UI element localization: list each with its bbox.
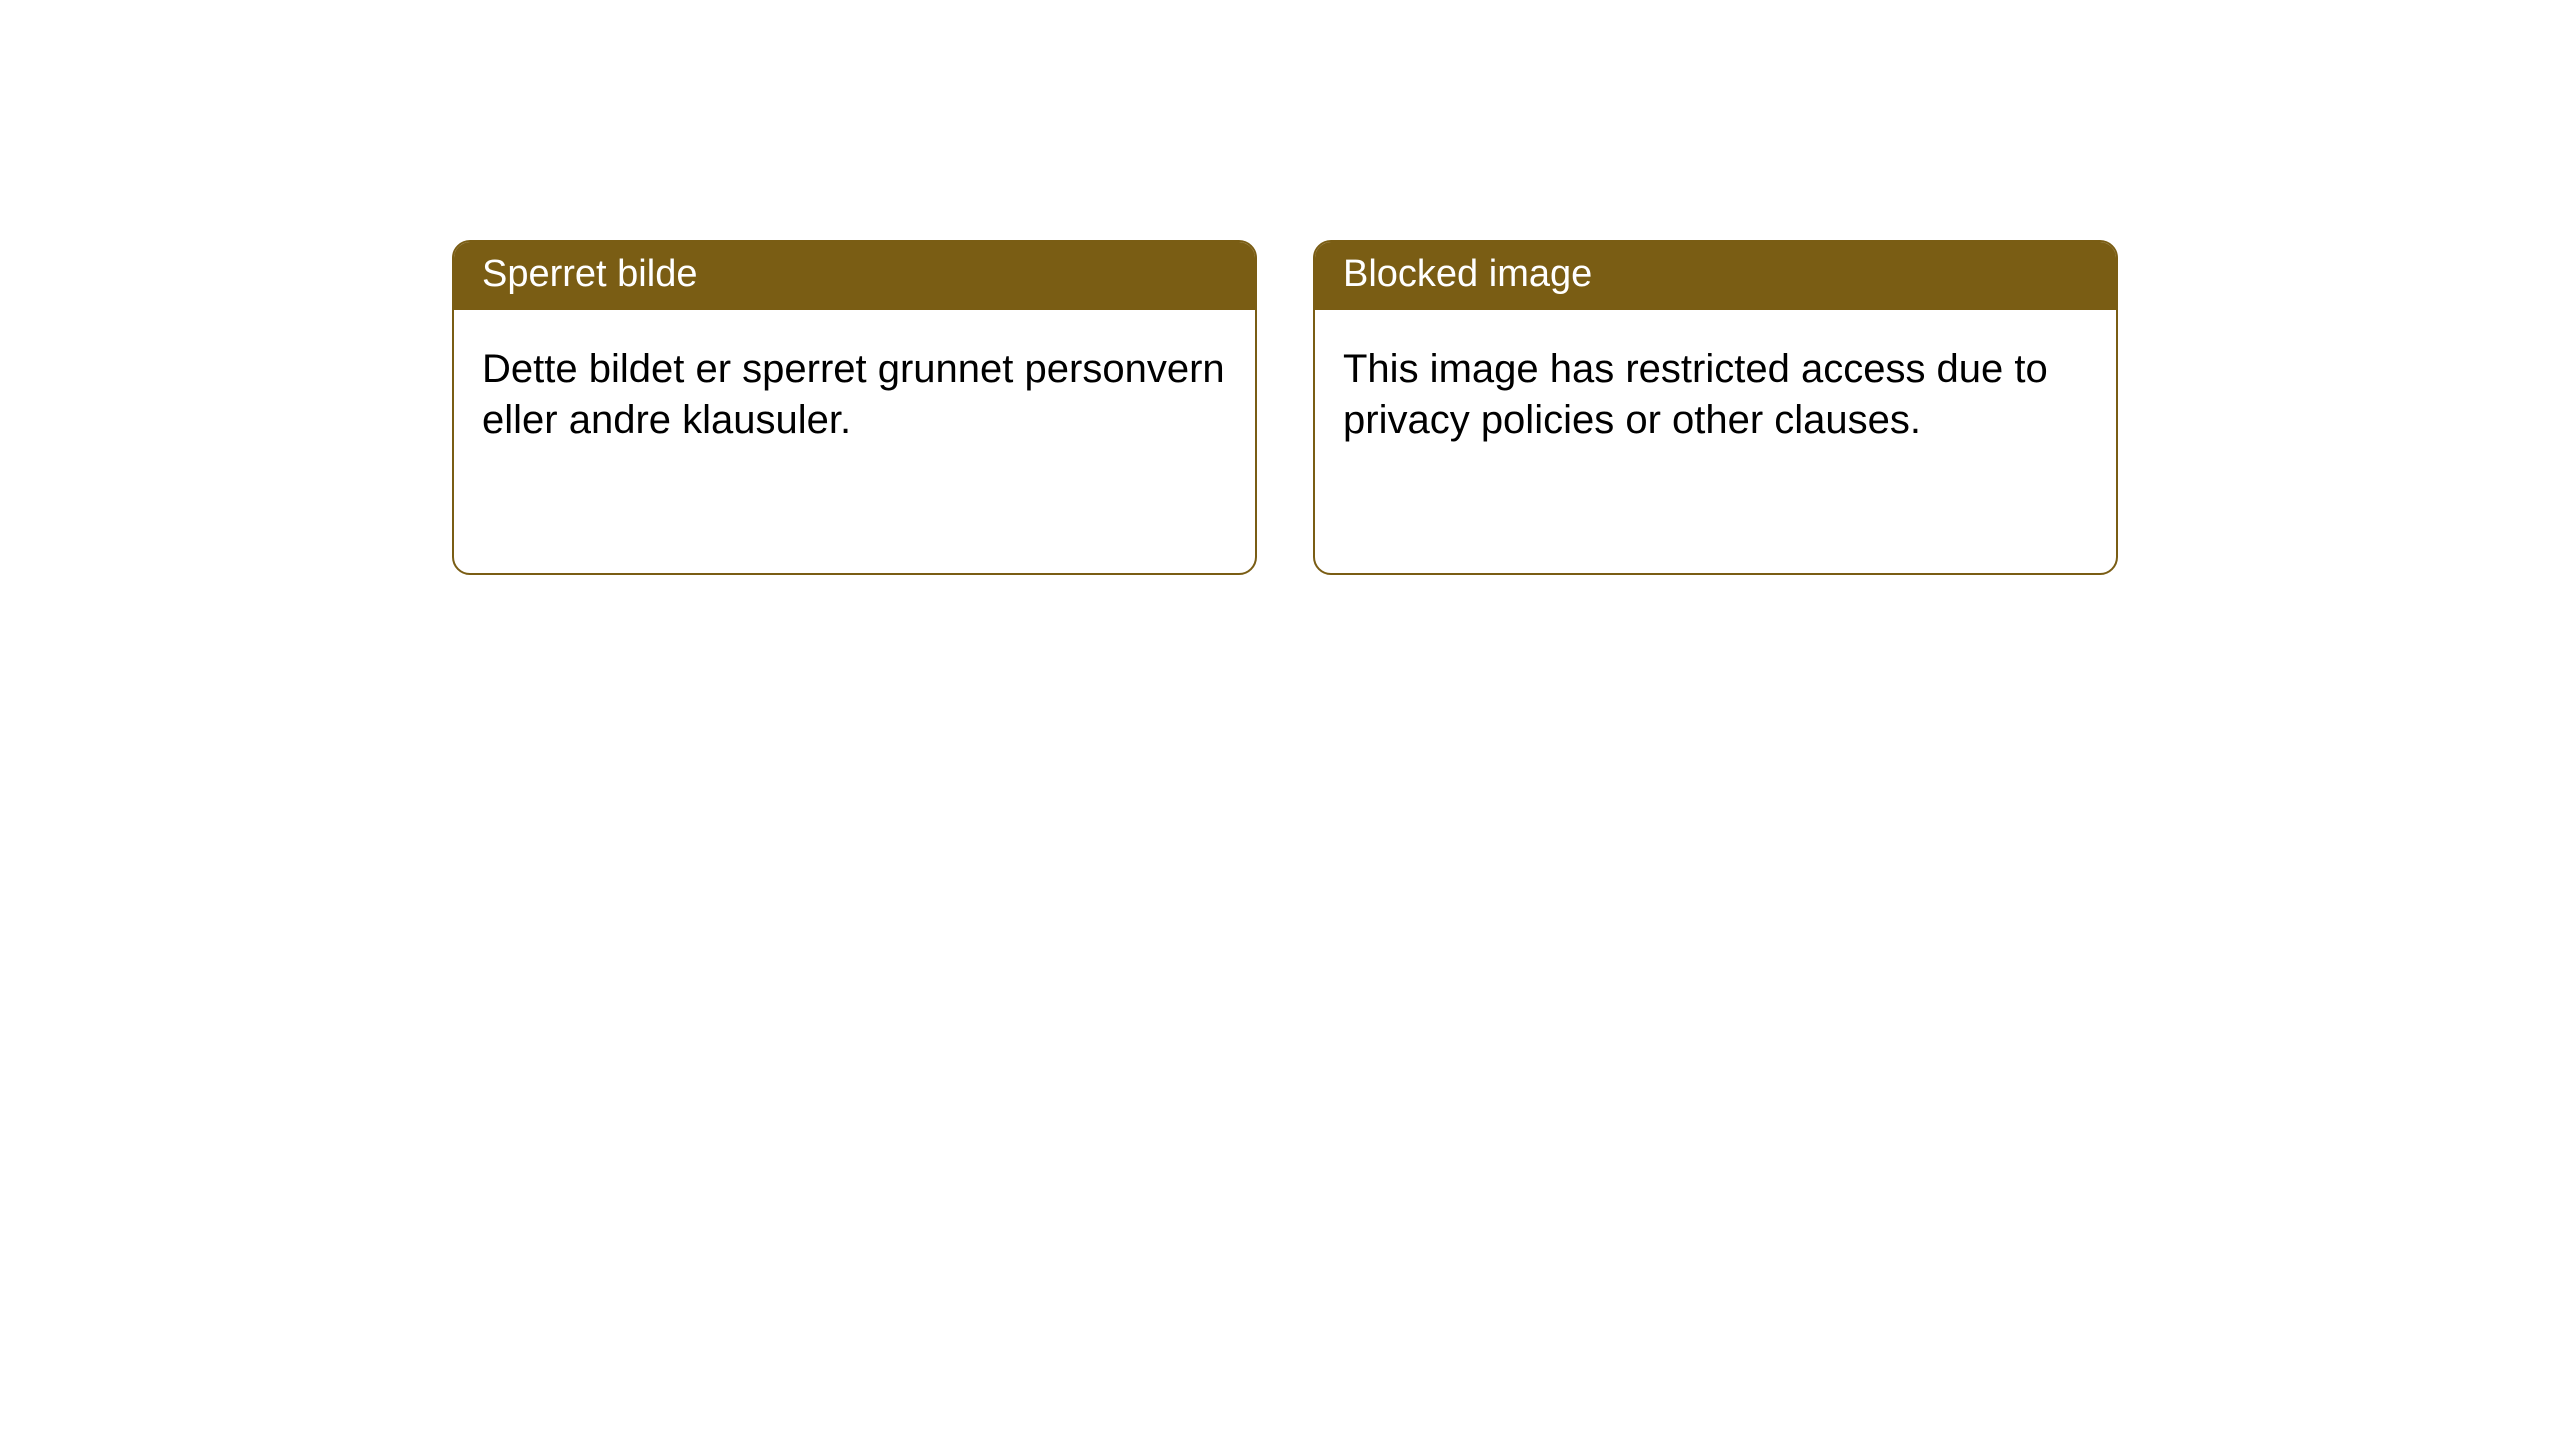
notice-title: Sperret bilde: [482, 253, 697, 295]
notice-container: Sperret bilde Dette bildet er sperret gr…: [452, 240, 2118, 575]
notice-header: Blocked image: [1315, 242, 2116, 310]
notice-body: This image has restricted access due to …: [1315, 310, 2116, 480]
notice-message: Dette bildet er sperret grunnet personve…: [482, 347, 1225, 442]
notice-header: Sperret bilde: [454, 242, 1255, 310]
notice-box-norwegian: Sperret bilde Dette bildet er sperret gr…: [452, 240, 1257, 575]
notice-message: This image has restricted access due to …: [1343, 347, 2048, 442]
notice-title: Blocked image: [1343, 253, 1592, 295]
notice-body: Dette bildet er sperret grunnet personve…: [454, 310, 1255, 480]
notice-box-english: Blocked image This image has restricted …: [1313, 240, 2118, 575]
